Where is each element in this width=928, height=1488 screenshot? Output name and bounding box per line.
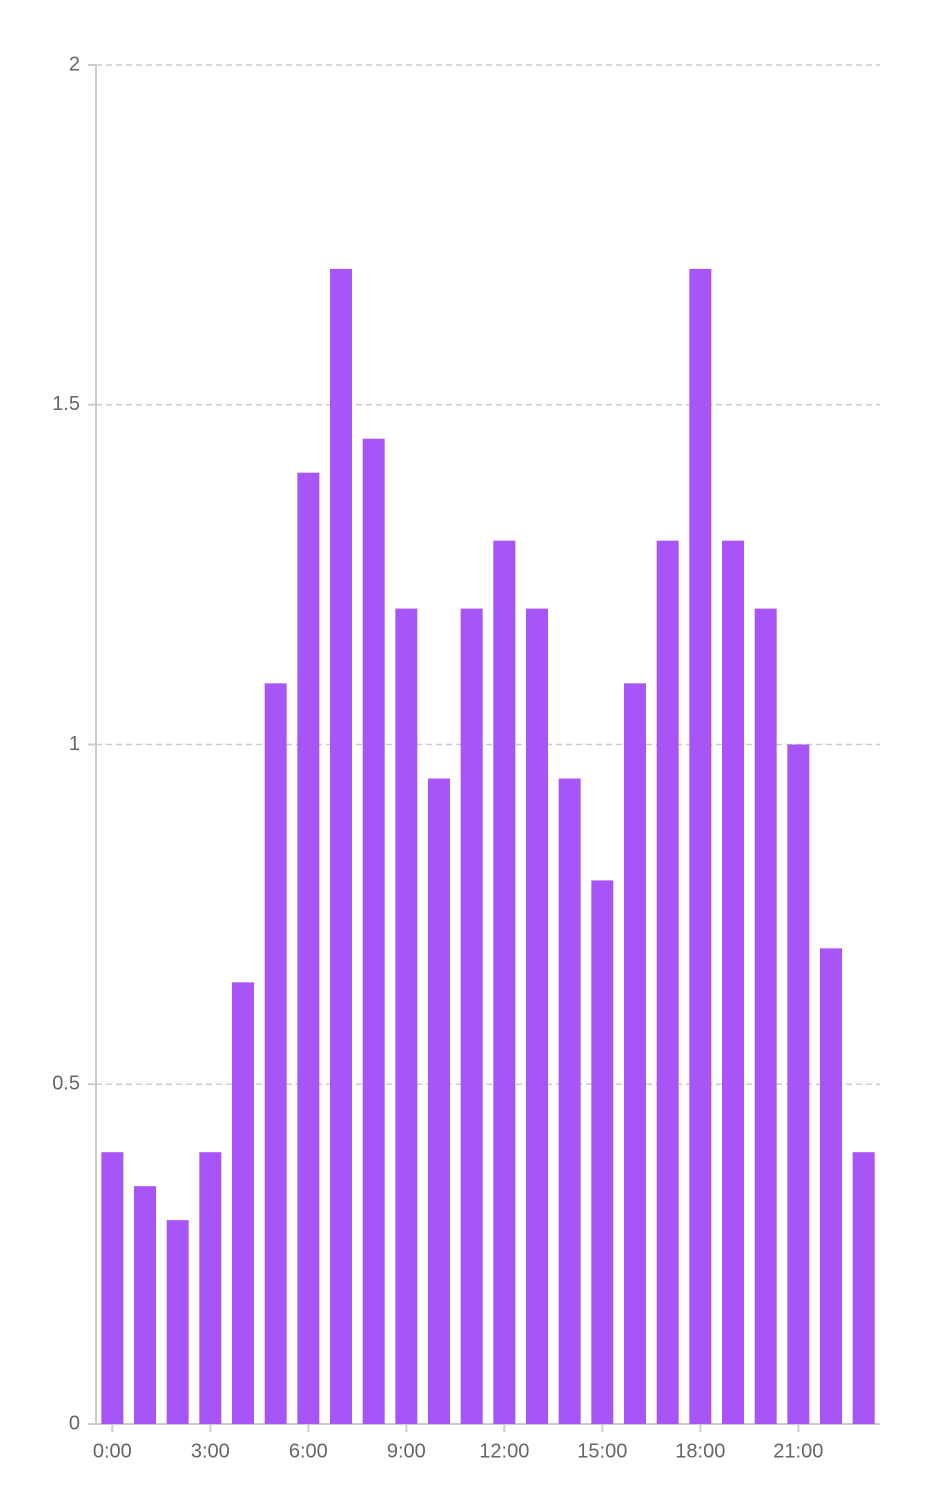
bar — [297, 472, 320, 1424]
x-tick-label: 6:00 — [289, 1440, 328, 1462]
bar — [460, 608, 483, 1424]
x-tick-label: 0:00 — [93, 1440, 132, 1462]
bar — [558, 778, 581, 1424]
bar — [754, 608, 777, 1424]
bar — [428, 778, 450, 1424]
x-tick-label: 21:00 — [773, 1440, 823, 1462]
bar — [264, 683, 287, 1424]
bar — [101, 1152, 124, 1424]
bar — [166, 1220, 189, 1424]
x-tick-label: 18:00 — [675, 1440, 725, 1462]
bar — [722, 540, 744, 1424]
bar — [362, 438, 385, 1425]
bar — [134, 1186, 156, 1424]
x-tick-label: 3:00 — [191, 1440, 230, 1462]
bar — [624, 683, 646, 1424]
bar — [656, 540, 679, 1424]
bar — [330, 268, 352, 1425]
bar — [493, 540, 516, 1424]
y-tick-label: 1 — [69, 733, 80, 755]
bar — [689, 268, 712, 1425]
bar — [395, 608, 418, 1424]
x-tick-label: 12:00 — [479, 1440, 529, 1462]
bar — [526, 608, 548, 1424]
bar — [820, 948, 842, 1424]
bar — [591, 880, 614, 1424]
y-tick-label: 0.5 — [52, 1073, 80, 1095]
y-tick-label: 2 — [69, 53, 80, 75]
x-tick-label: 9:00 — [387, 1440, 426, 1462]
bar — [199, 1152, 222, 1424]
x-tick-label: 15:00 — [577, 1440, 627, 1462]
bar — [852, 1152, 875, 1424]
y-tick-label: 1.5 — [52, 393, 80, 415]
y-tick-label: 0 — [69, 1412, 80, 1434]
bar — [232, 982, 254, 1424]
bar — [787, 744, 810, 1424]
